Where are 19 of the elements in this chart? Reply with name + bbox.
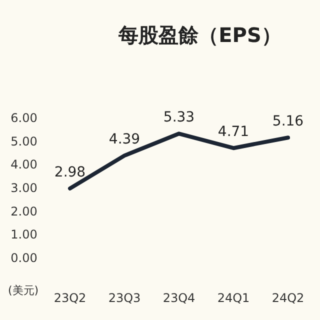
data-label: 2.98: [54, 164, 86, 180]
data-label: 4.39: [108, 132, 140, 148]
x-tick-label: 23Q4: [162, 291, 196, 305]
x-tick-label: 23Q2: [54, 291, 86, 305]
data-label: 5.16: [272, 114, 304, 130]
x-tick-label: 24Q2: [272, 291, 304, 305]
y-tick-label: 3.00: [10, 181, 38, 195]
data-label: 5.33: [163, 110, 195, 126]
y-tick-label: 6.00: [10, 111, 38, 125]
y-tick-label: 1.00: [10, 228, 38, 242]
y-tick-label: 4.00: [10, 158, 38, 172]
y-tick-label: 2.00: [10, 204, 38, 218]
y-tick-label: 5.00: [10, 134, 38, 148]
x-tick-label: 23Q3: [108, 291, 141, 305]
x-tick-label: 24Q1: [217, 291, 250, 305]
y-axis-title: (美元): [8, 284, 39, 297]
chart-title: 每股盈餘（EPS）: [118, 23, 282, 47]
y-tick-label: 0.00: [10, 251, 38, 265]
data-label: 4.71: [218, 124, 250, 140]
